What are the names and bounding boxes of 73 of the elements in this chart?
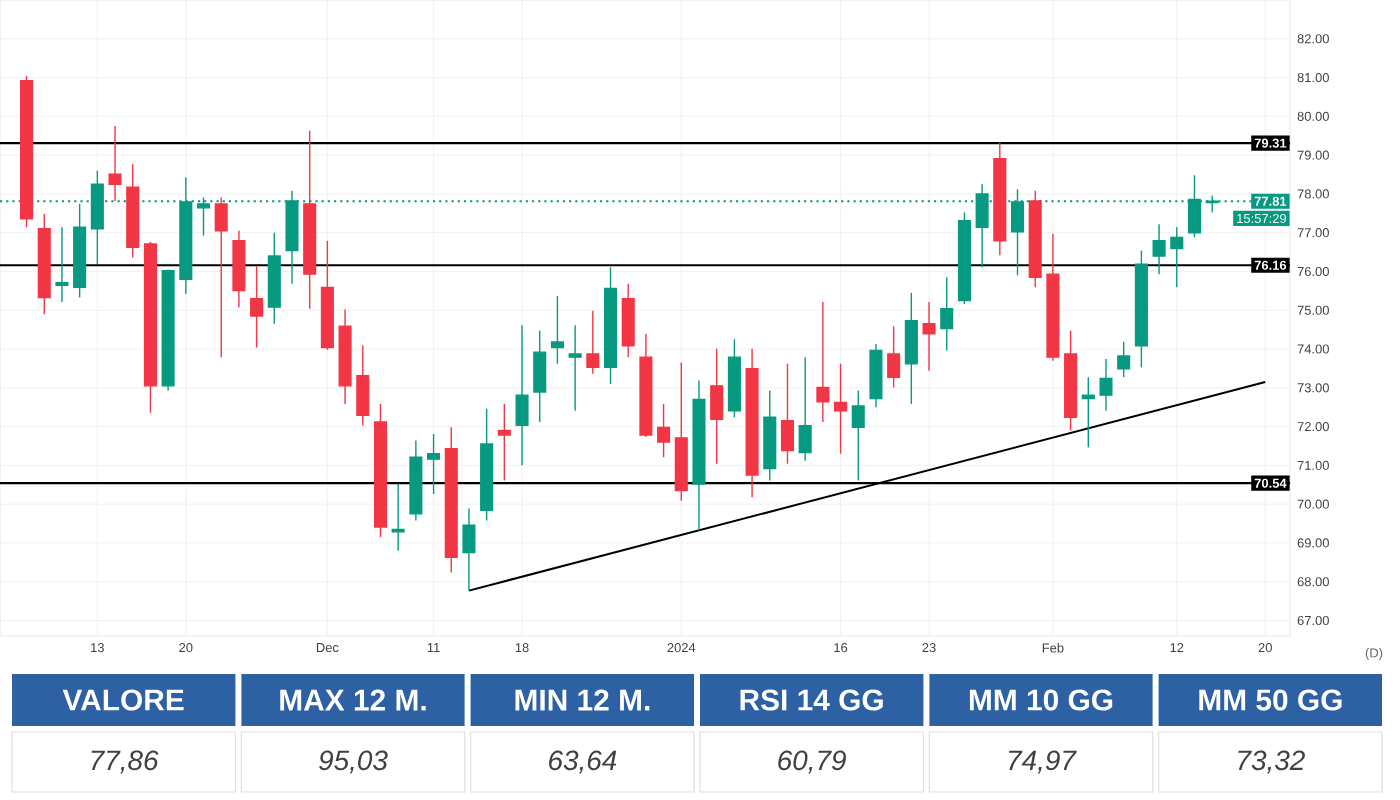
candlestick <box>480 408 494 522</box>
candlestick <box>515 324 529 467</box>
candlestick <box>603 266 618 385</box>
candlestick <box>37 213 51 315</box>
candlestick <box>444 426 458 574</box>
candlestick <box>993 142 1007 256</box>
candlestick <box>851 389 865 482</box>
candlestick <box>285 190 299 285</box>
candlestick <box>904 292 918 405</box>
text: 95,03 <box>319 750 388 774</box>
candlestick <box>232 230 246 308</box>
candlestick <box>887 325 901 389</box>
candlestick <box>710 347 724 465</box>
candlestick <box>586 309 600 375</box>
candlestick <box>657 403 671 458</box>
category-label: RSI 14 GG <box>740 689 883 711</box>
category-label: MM 10 GG <box>969 689 1113 711</box>
candlestick <box>1170 226 1184 289</box>
candlestick <box>55 226 69 303</box>
candlestick <box>550 295 564 365</box>
candlestick <box>533 330 547 423</box>
candlestick <box>922 301 936 372</box>
candlestick <box>338 308 352 405</box>
candlestick <box>267 231 281 325</box>
candlestick <box>391 483 405 552</box>
category-label: MIN 12 M. <box>515 689 650 711</box>
candlestick <box>143 241 157 414</box>
candlestick <box>320 240 334 351</box>
candlestick <box>745 347 759 498</box>
candlestick <box>1134 249 1148 368</box>
candlestick <box>427 433 441 495</box>
candlestick <box>639 333 653 438</box>
candlestick <box>780 363 795 465</box>
text: 74,97 <box>1008 750 1077 774</box>
candlestick <box>727 338 741 418</box>
candlestick <box>356 344 370 427</box>
candlestick <box>1064 330 1078 432</box>
candlestick <box>940 276 954 352</box>
candlestick <box>692 379 706 532</box>
candlestick <box>73 203 87 299</box>
candlestick <box>1117 341 1131 379</box>
text: 60,79 <box>778 750 846 774</box>
candlestick <box>869 343 883 408</box>
candlestick <box>214 196 228 358</box>
candlestick <box>462 507 476 592</box>
candlestick <box>303 129 317 310</box>
candlestick <box>1046 233 1060 362</box>
text: 73,32 <box>1238 750 1305 774</box>
candlestick <box>1081 376 1095 448</box>
candlestick <box>834 363 848 455</box>
text: 77,86 <box>91 750 159 774</box>
candlestick <box>816 301 830 423</box>
candlestick <box>161 268 175 392</box>
category-label: MAX 12 M. <box>280 689 426 711</box>
candlestick <box>250 265 264 349</box>
candlestick <box>568 324 582 412</box>
category-label: MM 50 GG <box>1199 689 1342 711</box>
candlestick <box>957 211 971 305</box>
candlestick <box>763 389 777 482</box>
candlestick <box>798 356 812 462</box>
candlestick <box>1152 223 1166 275</box>
candlestick <box>1099 358 1113 412</box>
candlestick <box>621 283 635 358</box>
candlestick <box>497 403 511 482</box>
text: 63,64 <box>549 750 617 774</box>
candlestick <box>373 403 388 538</box>
category-label: VALORE <box>62 689 184 711</box>
candlestick <box>1028 190 1042 289</box>
candlestick <box>20 75 34 228</box>
candlestick <box>409 439 423 522</box>
candlestick <box>674 361 688 502</box>
candlestick <box>126 163 140 259</box>
candlestick <box>108 125 122 202</box>
